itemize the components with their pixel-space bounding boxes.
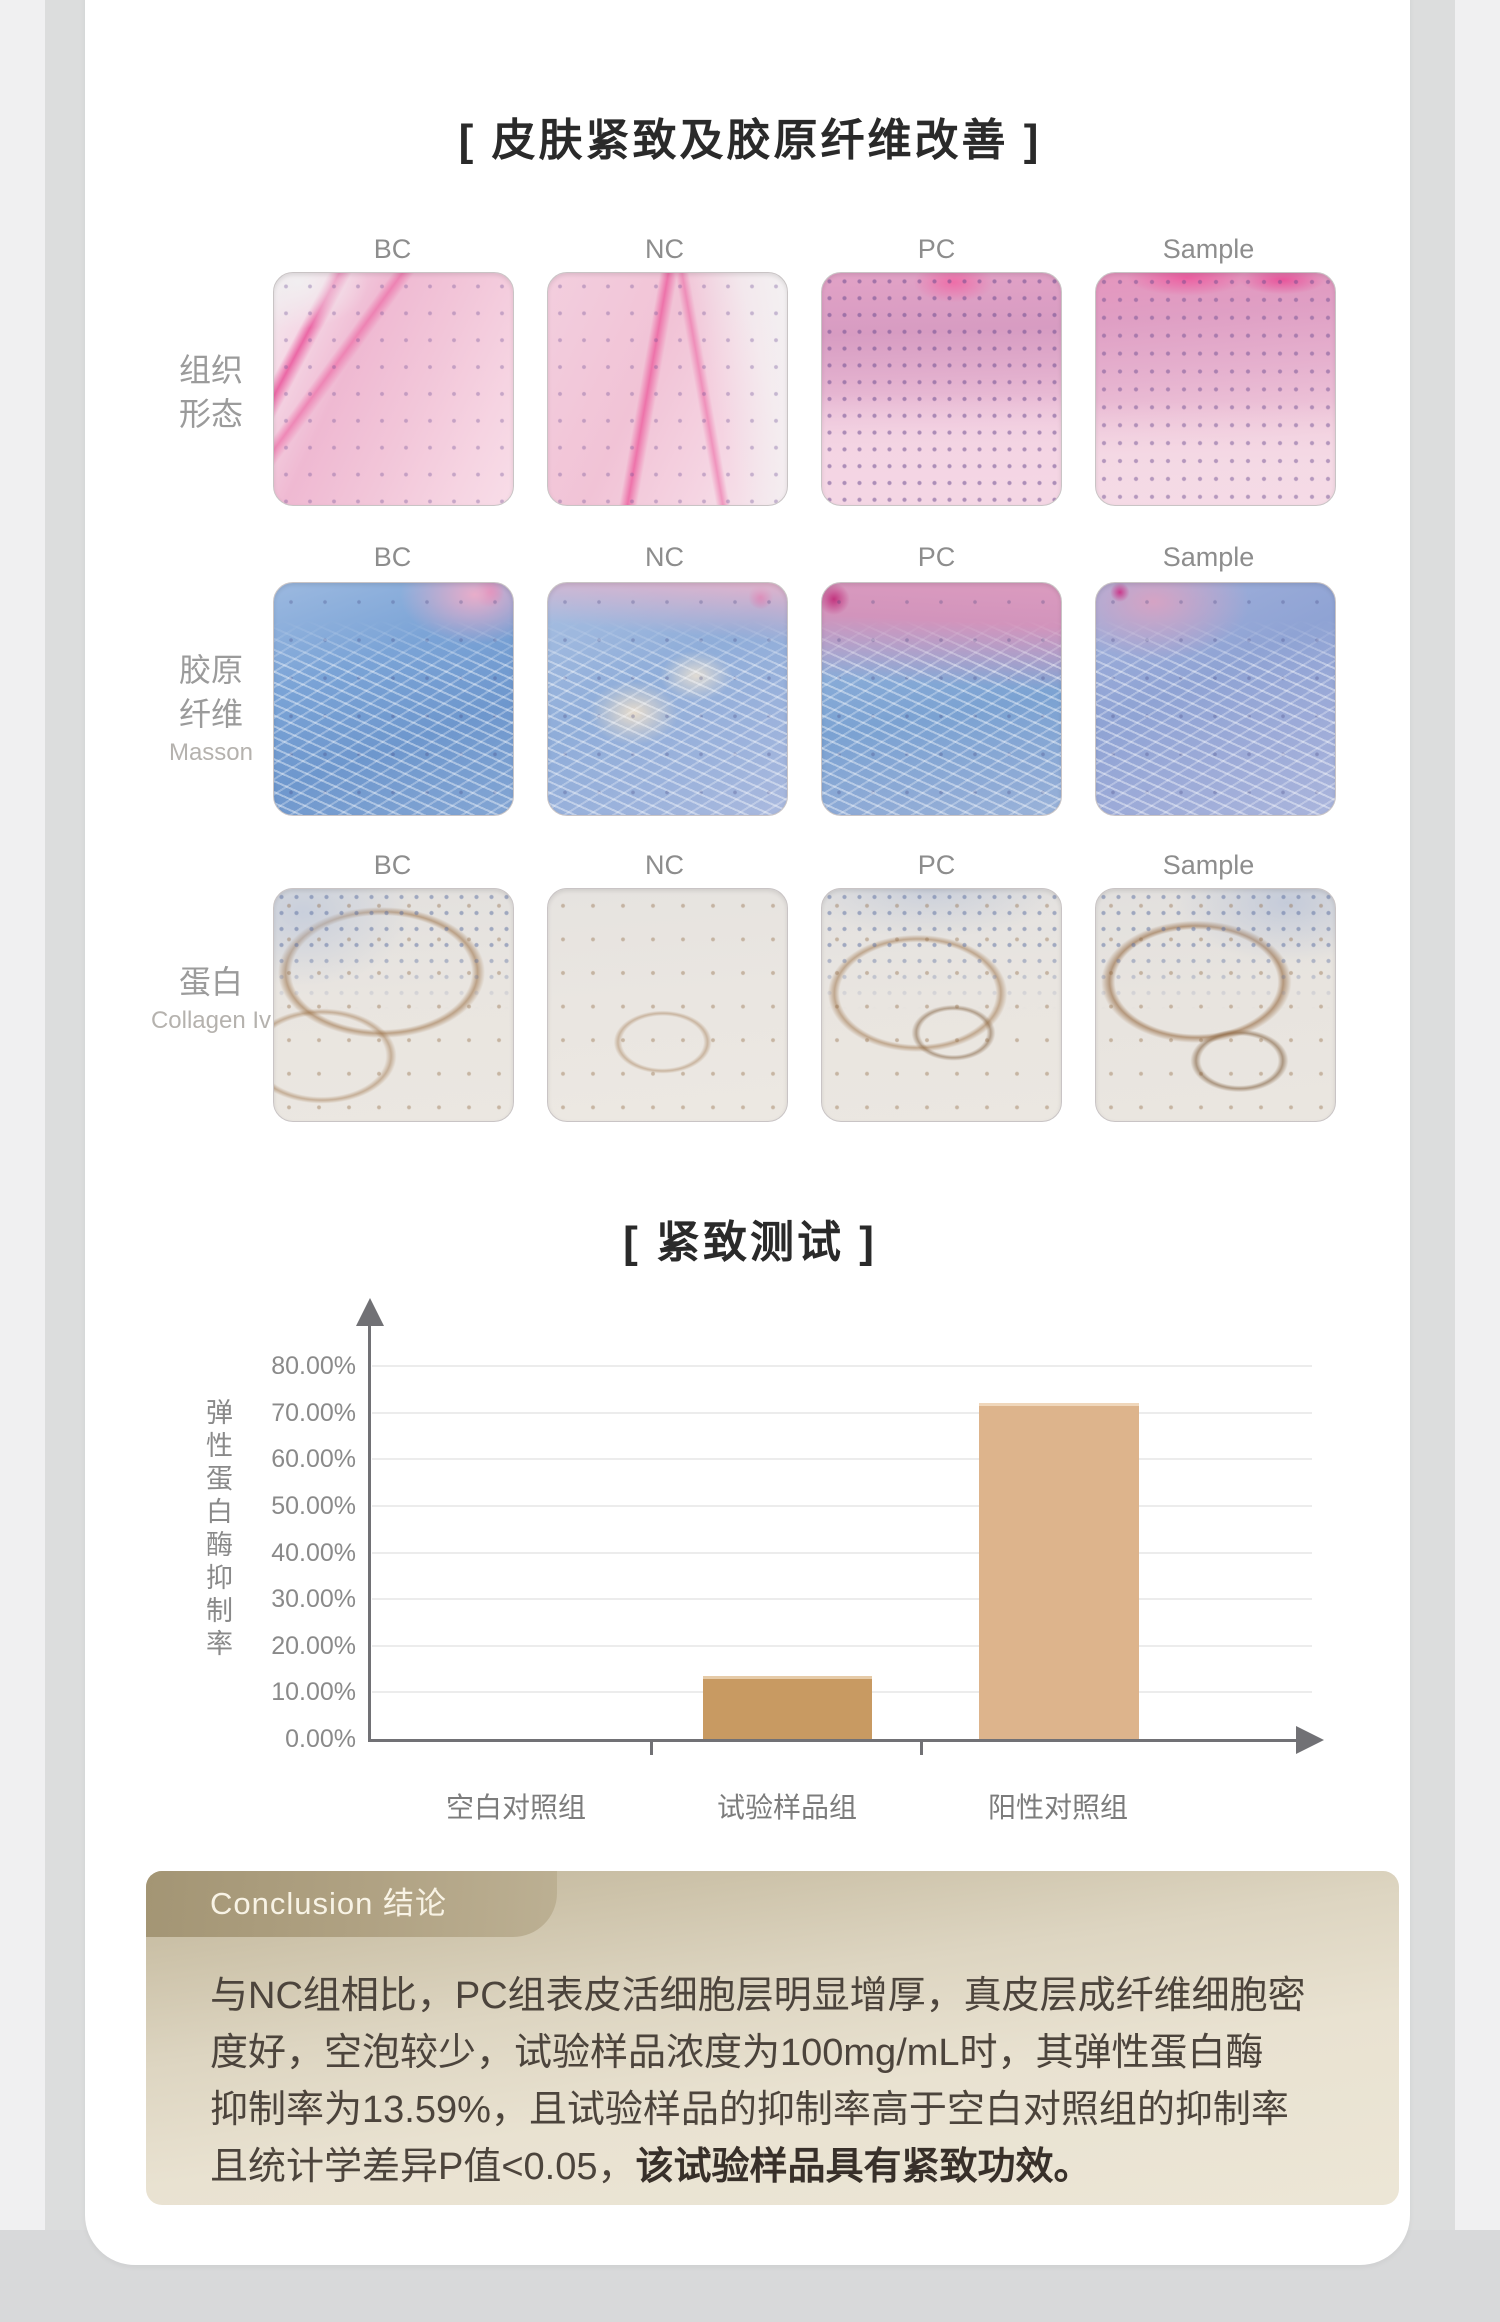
histology-image-collagen4-sample (1095, 888, 1336, 1122)
y-axis-line (368, 1326, 371, 1742)
conclusion-text: 与NC组相比，PC组表皮活细胞层明显增厚，真皮层成纤维细胞密 度好，空泡较少，试… (210, 1968, 1320, 2196)
column-header-sample: Sample (1162, 850, 1255, 880)
histology-image-collagen4-bc (273, 888, 514, 1122)
bar-test-sample-group (703, 1676, 872, 1739)
histology-image-masson-pc (821, 582, 1062, 816)
column-header-bc: BC (373, 850, 412, 880)
y-tick-label-10: 10.00% (271, 1678, 356, 1706)
row-sublabel-collagen-iv: Collagen Iv (150, 1007, 272, 1034)
row2-images (273, 582, 1336, 816)
row-label-tissue-morphology: 组织 形态 (178, 352, 243, 432)
y-axis-label: 弹性蛋白酶抑制率 (202, 1398, 232, 1662)
column-header-sample: Sample (1162, 542, 1255, 572)
x-category-test-sample: 试验样品组 (716, 1792, 857, 1823)
histology-image-tissue-nc (547, 272, 788, 506)
histology-image-collagen4-nc (547, 888, 788, 1122)
y-tick-label-20: 20.00% (271, 1632, 356, 1660)
column-header-nc: NC (645, 850, 684, 880)
x-axis-line (368, 1739, 1298, 1742)
histology-image-collagen4-pc (821, 888, 1062, 1122)
gridline-80 (372, 1365, 1312, 1367)
column-header-nc: NC (645, 542, 684, 572)
gridline-20 (372, 1645, 1312, 1647)
y-tick-label-30: 30.00% (271, 1585, 356, 1613)
gridline-50 (372, 1505, 1312, 1507)
conclusion-heading: Conclusion 结论 (210, 1886, 447, 1921)
conclusion-text-line: 与NC组相比，PC组表皮活细胞层明显增厚，真皮层成纤维细胞密 (210, 1975, 1306, 2017)
section-title-firming-test: [ 紧致测试 ] (623, 1218, 877, 1267)
gridline-40 (372, 1552, 1312, 1554)
y-tick-label-0: 0.00% (285, 1725, 356, 1753)
section-title-improvement: [ 皮肤紧致及胶原纤维改善 ] (458, 116, 1042, 165)
histology-image-masson-sample (1095, 582, 1336, 816)
x-axis-tick (920, 1742, 923, 1755)
column-header-pc: PC (917, 850, 956, 880)
gridline-60 (372, 1458, 1312, 1460)
row1-column-headers: BC NC PC Sample (273, 234, 1330, 265)
conclusion-bold-statement: 该试验样品具有紧致功效。 (635, 2146, 1092, 2188)
row1-images (273, 272, 1336, 506)
histology-image-masson-bc (273, 582, 514, 816)
gridline-70 (372, 1412, 1312, 1414)
y-tick-label-40: 40.00% (271, 1539, 356, 1567)
y-tick-label-80: 80.00% (271, 1352, 356, 1380)
x-category-positive-control: 阳性对照组 (987, 1792, 1128, 1823)
bar-positive-control-group (979, 1403, 1139, 1739)
x-category-blank-control: 空白对照组 (445, 1792, 586, 1823)
conclusion-text-line: 抑制率为13.59%，且试验样品的抑制率高于空白对照组的抑制率 (210, 2089, 1289, 2131)
column-header-pc: PC (917, 542, 956, 572)
conclusion-header-chip: Conclusion 结论 (146, 1871, 557, 1937)
y-tick-label-60: 60.00% (271, 1445, 356, 1473)
row3-images (273, 888, 1336, 1122)
histology-image-masson-nc (547, 582, 788, 816)
histology-image-tissue-bc (273, 272, 514, 506)
histology-image-tissue-pc (821, 272, 1062, 506)
column-header-nc: NC (645, 234, 684, 264)
row-label-protein: 蛋白 Collagen Iv (126, 960, 296, 1038)
row3-column-headers: BC NC PC Sample (273, 850, 1330, 881)
row2-column-headers: BC NC PC Sample (273, 542, 1330, 573)
column-header-bc: BC (373, 542, 412, 572)
conclusion-text-line: 且统计学差异P值<0.05，该试验样品具有紧致功效。 (210, 2146, 1092, 2188)
conclusion-text-line: 度好，空泡较少，试验样品浓度为100mg/mL时，其弹性蛋白酶 (210, 2032, 1264, 2074)
column-header-bc: BC (373, 234, 412, 264)
gridline-30 (372, 1598, 1312, 1600)
histology-image-tissue-sample (1095, 272, 1336, 506)
y-tick-label-50: 50.00% (271, 1492, 356, 1520)
column-header-pc: PC (917, 234, 956, 264)
x-axis-arrow-icon (1296, 1726, 1324, 1754)
y-tick-label-70: 70.00% (271, 1399, 356, 1427)
x-axis-tick (650, 1742, 653, 1755)
column-header-sample: Sample (1162, 234, 1255, 264)
row-sublabel-masson: Masson (168, 739, 254, 766)
y-axis-arrow-icon (356, 1298, 384, 1326)
row-label-collagen-fiber: 胶原 纤维 Masson (126, 648, 296, 770)
